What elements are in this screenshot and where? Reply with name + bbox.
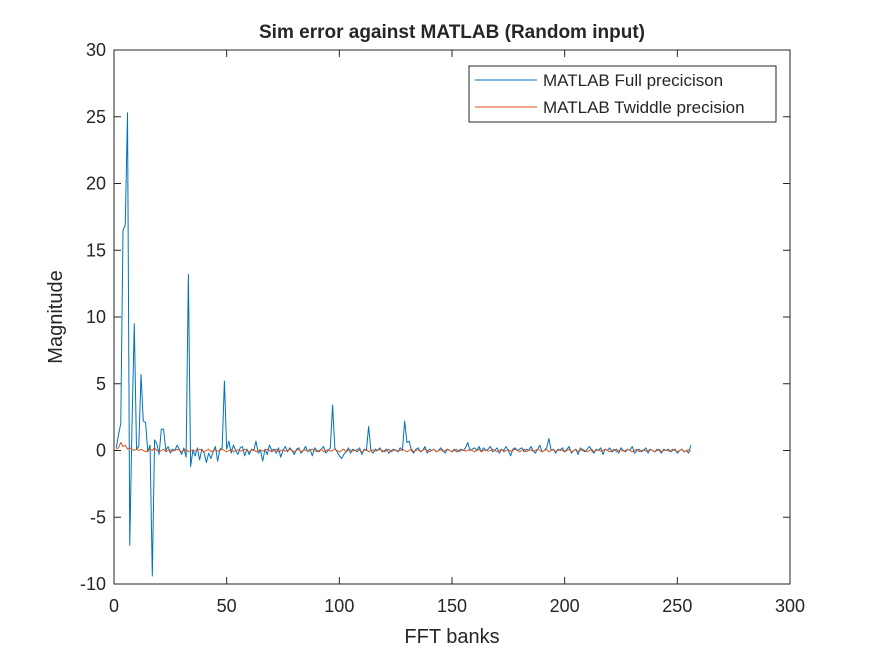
- y-tick-label: 15: [86, 240, 106, 260]
- y-tick-label: 10: [86, 307, 106, 327]
- x-tick-label: 150: [437, 596, 467, 616]
- data-line: [115, 441, 692, 453]
- y-tick-label: 0: [96, 441, 106, 461]
- x-tick-label: 300: [775, 596, 805, 616]
- y-tick-label: -5: [90, 507, 106, 527]
- x-tick-label: 200: [550, 596, 580, 616]
- legend-label: MATLAB Twiddle precision: [543, 98, 745, 117]
- y-tick-label: -10: [80, 574, 106, 594]
- y-tick-label: 25: [86, 107, 106, 127]
- chart-title: Sim error against MATLAB (Random input): [259, 22, 645, 43]
- y-tick-label: 5: [96, 374, 106, 394]
- legend-box: [468, 65, 777, 123]
- y-tick-label: 20: [86, 174, 106, 194]
- x-tick-label: 100: [324, 596, 354, 616]
- y-tick-label: 30: [86, 40, 106, 60]
- y-axis-label: Magnitude: [45, 270, 67, 363]
- x-axis-label: FFT banks: [404, 626, 499, 648]
- legend-label: MATLAB Full precicison: [543, 71, 723, 90]
- x-tick-label: 50: [217, 596, 237, 616]
- x-tick-label: 0: [109, 596, 119, 616]
- x-tick-label: 250: [662, 596, 692, 616]
